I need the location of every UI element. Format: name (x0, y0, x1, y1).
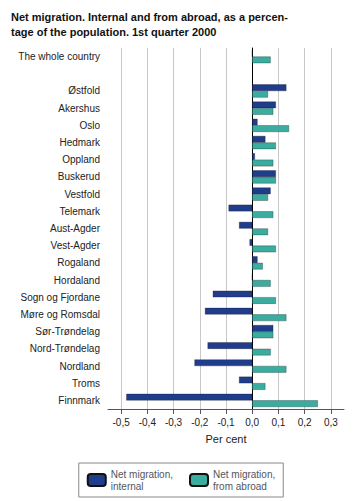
svg-text:Net migration. Internal and fr: Net migration. Internal and from abroad,… (11, 11, 288, 23)
svg-text:-0,5: -0,5 (112, 417, 130, 428)
svg-text:Troms: Troms (72, 378, 100, 389)
svg-text:Vestfold: Vestfold (64, 189, 100, 200)
svg-text:Buskerud: Buskerud (58, 171, 100, 182)
svg-text:Akershus: Akershus (58, 103, 100, 114)
svg-text:Møre og Romsdal: Møre og Romsdal (21, 309, 100, 320)
svg-text:Vest-Agder: Vest-Agder (51, 240, 101, 251)
svg-text:Nordland: Nordland (59, 361, 100, 372)
svg-text:Net migration,: Net migration, (111, 469, 173, 480)
svg-text:0,3: 0,3 (324, 417, 338, 428)
svg-text:Sogn og Fjordane: Sogn og Fjordane (20, 292, 100, 303)
svg-text:Oslo: Oslo (79, 120, 100, 131)
svg-text:The whole country: The whole country (18, 51, 100, 62)
svg-text:0,0: 0,0 (245, 417, 259, 428)
svg-text:Aust-Agder: Aust-Agder (50, 223, 101, 234)
svg-text:-0,2: -0,2 (191, 417, 209, 428)
svg-text:-0,4: -0,4 (139, 417, 157, 428)
svg-text:Per cent: Per cent (206, 433, 247, 445)
svg-text:0,1: 0,1 (271, 417, 285, 428)
svg-text:-0,3: -0,3 (165, 417, 183, 428)
svg-text:Net migration,: Net migration, (213, 469, 275, 480)
svg-text:Oppland: Oppland (62, 154, 100, 165)
svg-text:Sør-Trøndelag: Sør-Trøndelag (35, 326, 100, 337)
svg-text:from abroad: from abroad (213, 481, 267, 492)
svg-text:Nord-Trøndelag: Nord-Trøndelag (30, 343, 100, 354)
svg-text:Hordaland: Hordaland (54, 275, 100, 286)
svg-text:Østfold: Østfold (68, 85, 100, 96)
svg-text:Hedmark: Hedmark (59, 137, 101, 148)
svg-text:tage of the population. 1st qu: tage of the population. 1st quarter 2000 (11, 26, 216, 38)
svg-text:0,2: 0,2 (298, 417, 312, 428)
svg-text:internal: internal (111, 481, 144, 492)
svg-text:Telemark: Telemark (59, 206, 101, 217)
svg-text:Rogaland: Rogaland (57, 257, 100, 268)
svg-text:-0,1: -0,1 (217, 417, 235, 428)
svg-text:Finnmark: Finnmark (58, 395, 101, 406)
